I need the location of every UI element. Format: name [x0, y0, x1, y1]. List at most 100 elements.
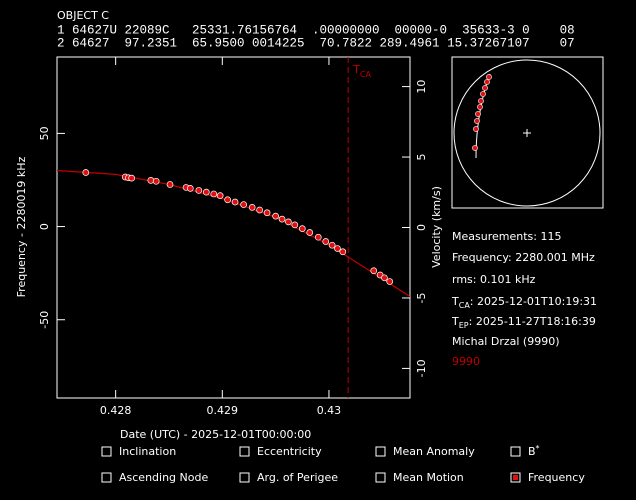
sky-horizon	[453, 59, 601, 207]
tep-text: : 2025-11-27T18:16:39	[469, 315, 596, 328]
sky-points	[472, 74, 492, 151]
measurement	[128, 174, 136, 182]
info-site: 9990	[452, 355, 480, 368]
measurement	[322, 238, 330, 245]
sky-center	[523, 129, 531, 137]
measurement	[195, 187, 203, 194]
checkbox[interactable]	[375, 446, 386, 457]
option-label[interactable]: Mean Motion	[393, 471, 464, 484]
option[interactable]: Inclination	[101, 445, 176, 458]
tca-label: TCA	[352, 63, 371, 79]
sky-point	[478, 98, 484, 104]
measurement	[231, 198, 239, 206]
x-tick-label: 0.43	[317, 404, 342, 417]
checkbox[interactable]	[239, 472, 250, 483]
measurement	[306, 229, 314, 236]
option-label[interactable]: Frequency	[528, 471, 585, 484]
option-label-text: Mean Motion	[393, 471, 464, 484]
measurement	[166, 181, 174, 188]
y-tick-label: 50	[38, 126, 51, 140]
measurement	[202, 188, 210, 196]
measurement	[339, 248, 347, 256]
sky-point	[484, 79, 490, 85]
option-label[interactable]: Eccentricity	[257, 445, 322, 458]
measurement	[298, 225, 306, 232]
tle-line: 2 64627 97.2351 65.9500 0014225 70.7822 …	[57, 36, 575, 50]
sky-point	[480, 91, 486, 97]
info-tca: TCA: 2025-12-01T10:19:31	[451, 295, 597, 310]
measurement	[82, 169, 90, 176]
measurement	[314, 233, 322, 241]
info-frequency: Frequency: 2280.001 MHz	[452, 251, 595, 264]
y2-tick-label: 10	[415, 80, 428, 94]
checkbox[interactable]	[375, 472, 386, 483]
tep-sub: EP	[459, 321, 469, 330]
measurement	[186, 185, 194, 192]
option-label-text: Arg. of Perigee	[257, 471, 338, 484]
measurement	[240, 201, 247, 208]
option-label-text: Frequency	[528, 471, 585, 484]
sky-point	[473, 126, 479, 132]
measurement	[263, 209, 271, 217]
measurement	[370, 267, 378, 275]
sky-point	[477, 104, 483, 110]
checkbox[interactable]	[101, 446, 112, 457]
option-label-text: B	[528, 445, 536, 458]
option[interactable]: B*	[510, 444, 540, 459]
option-label-text: Ascending Node	[119, 471, 208, 484]
measurement	[278, 215, 286, 223]
y-tick-label: -50	[38, 311, 51, 329]
object-title: OBJECT C	[57, 9, 109, 22]
option[interactable]: Mean Anomaly	[375, 445, 475, 458]
sky-point	[474, 118, 480, 124]
plot-area	[57, 169, 410, 298]
measurement	[147, 177, 155, 184]
measurement	[285, 218, 292, 226]
checkbox[interactable]	[510, 472, 521, 483]
y2-tick-label: -5	[415, 292, 428, 303]
sky-frame	[451, 56, 604, 209]
measurement	[328, 241, 336, 249]
measurement	[224, 196, 231, 204]
sky-plot	[451, 56, 604, 209]
measurement	[291, 221, 299, 229]
option[interactable]: Arg. of Perigee	[239, 471, 338, 484]
measurement	[334, 245, 341, 252]
x-axis-label: Date (UTC) - 2025-12-01T00:00:00	[120, 428, 311, 441]
option-label-text: Inclination	[119, 445, 176, 458]
checkbox[interactable]	[101, 472, 112, 483]
option[interactable]: Frequency	[510, 471, 585, 484]
option[interactable]: Eccentricity	[239, 445, 322, 458]
option-label[interactable]: Ascending Node	[119, 471, 208, 484]
measurement	[272, 212, 279, 220]
measurement	[256, 206, 263, 214]
info-measurements: Measurements: 115	[452, 230, 561, 243]
sky-point	[486, 74, 492, 80]
measurement	[152, 177, 160, 185]
y2-tick-label: 5	[415, 154, 428, 161]
checkbox[interactable]	[239, 446, 250, 457]
tca-text: : 2025-12-01T10:19:31	[470, 295, 597, 308]
option[interactable]: Mean Motion	[375, 471, 464, 484]
x-tick-label: 0.429	[207, 404, 239, 417]
tca-label-main: T	[352, 63, 360, 76]
measurement	[216, 192, 224, 199]
info-observer: Michal Drzal (9990)	[452, 335, 560, 348]
tca-prefix: T	[451, 295, 459, 308]
measurement	[210, 190, 218, 198]
tca-label-sub: CA	[360, 70, 372, 79]
tca-sub: CA	[459, 301, 471, 310]
option-label[interactable]: Arg. of Perigee	[257, 471, 338, 484]
option-label[interactable]: Mean Anomaly	[393, 445, 475, 458]
option-label[interactable]: Inclination	[119, 445, 176, 458]
checkbox[interactable]	[510, 446, 521, 457]
option[interactable]: Ascending Node	[101, 471, 208, 484]
option-label[interactable]: B*	[528, 444, 540, 459]
y2-tick-label: -10	[415, 359, 428, 377]
sky-point	[482, 85, 488, 91]
tep-prefix: T	[451, 315, 459, 328]
tle-line: 1 64627U 22089C 25331.76156764 .00000000…	[57, 23, 575, 37]
